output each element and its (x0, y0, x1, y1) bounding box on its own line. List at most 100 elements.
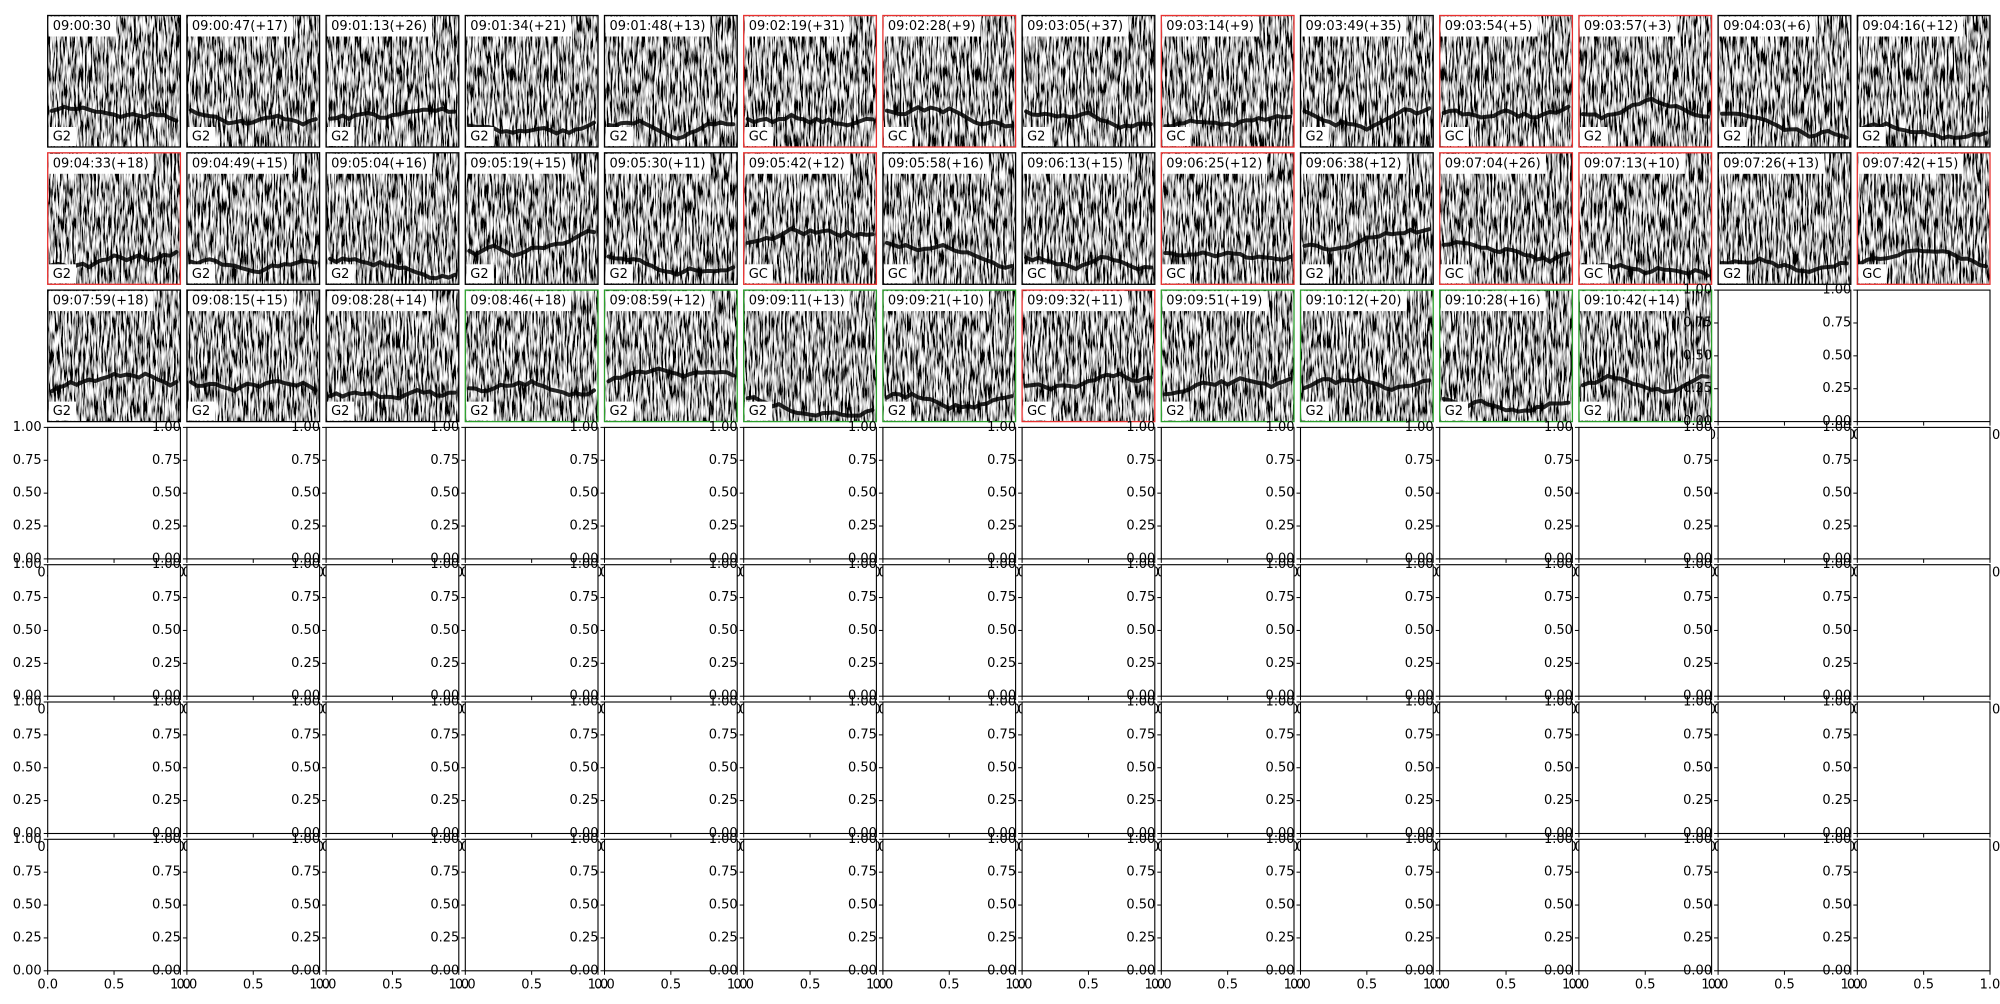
y-tick-label: 0.50 (291, 760, 320, 775)
y-tick-label: 1.00 (152, 557, 181, 572)
y-tick-label: 0.25 (1822, 381, 1851, 396)
spectrogram-image (326, 15, 459, 147)
y-tick-label: 0.00 (291, 826, 320, 841)
spectrogram-image (1578, 290, 1712, 422)
y-tick-label: 0.00 (1544, 689, 1573, 704)
label-box (605, 264, 633, 284)
y-tick-label: 1.00 (1544, 695, 1573, 710)
axes-background (1299, 564, 1434, 697)
x-tick-label: 0.5 (1913, 977, 1934, 992)
panel-title: 09:04:16(+12) (1862, 19, 1958, 34)
panel-label: G2 (192, 130, 210, 145)
x-tick-label: 0.0 (1429, 977, 1450, 992)
x-tick-label: 0.0 (594, 977, 615, 992)
panel-label: G2 (470, 267, 488, 282)
title-box (466, 16, 572, 37)
title-box (1579, 16, 1677, 37)
y-tick-label: 0.00 (1126, 826, 1155, 841)
spectrogram-image (47, 290, 181, 422)
y-tick-label: 0.00 (1683, 963, 1712, 978)
label-box (605, 127, 633, 146)
call-contour (606, 254, 736, 277)
title-box (1023, 291, 1129, 312)
y-tick-label: 0.00 (1683, 689, 1712, 704)
axes-background (464, 564, 599, 697)
spectrogram-panel: 09:03:49(+35) G2 (1299, 14, 1434, 148)
y-tick-label: 0.00 (1405, 826, 1434, 841)
title-box (1858, 16, 1964, 37)
y-tick-label: 0.75 (430, 453, 459, 468)
panel-label: GC (1166, 267, 1185, 282)
spectrogram-image (1300, 15, 1434, 147)
y-tick-label: 0.25 (13, 656, 42, 671)
y-tick-label: 1.00 (13, 557, 42, 572)
spectrogram-panel: 09:04:33(+18) G2 (47, 152, 182, 285)
y-tick-label: 0.50 (709, 898, 738, 913)
y-tick-label: 1.00 (848, 420, 877, 435)
empty-axes: 0.000.250.500.751.000.00.51.0 (1822, 420, 2000, 581)
y-tick-label: 0.50 (13, 898, 42, 913)
y-tick-label: 1.00 (709, 557, 738, 572)
panel-frame (47, 14, 182, 148)
y-tick-label: 0.00 (1544, 551, 1573, 566)
call-contour (606, 118, 736, 141)
x-tick-label: 1.0 (309, 977, 330, 992)
panel-label: G2 (192, 267, 210, 282)
y-tick-label: 0.50 (848, 623, 877, 638)
axes-background (47, 564, 181, 697)
x-tick-label: 0.0 (177, 977, 198, 992)
axes-background (1299, 838, 1434, 972)
panel-title: 09:09:51(+19) (1166, 294, 1262, 309)
y-tick-label: 1.00 (709, 420, 738, 435)
empty-axes: 0.000.250.500.751.000.00.51.0 (1544, 695, 1722, 856)
spectrogram-image (1439, 15, 1573, 147)
y-tick-label: 0.50 (1126, 760, 1155, 775)
y-tick-label: 0.50 (1544, 486, 1573, 501)
spectrogram-panel: 09:07:04(+26) GC (1439, 152, 1574, 285)
title-box (744, 16, 850, 37)
panel-label: GC (1166, 130, 1185, 145)
y-tick-label: 0.25 (1544, 519, 1573, 534)
x-tick-label: 1.0 (1284, 977, 1305, 992)
empty-axes: 0.000.250.500.751.000.00.51.0 (1822, 695, 2000, 856)
title-box (48, 291, 154, 312)
panel-frame (603, 152, 738, 285)
panel-label: G2 (1723, 267, 1741, 282)
x-tick-label: 0.0 (455, 977, 476, 992)
y-tick-label: 1.00 (291, 557, 320, 572)
panel-frame (1856, 152, 1991, 285)
spectrogram-panel: 09:02:28(+9) GC (882, 14, 1017, 148)
call-contour (49, 371, 179, 394)
panel-title: 09:10:42(+14) (1584, 294, 1680, 309)
panel-title: 09:03:05(+37) (1027, 19, 1123, 34)
title-box (327, 153, 433, 174)
call-contour (1024, 254, 1153, 272)
y-tick-label: 0.50 (1822, 898, 1851, 913)
y-tick-label: 1.00 (987, 695, 1016, 710)
y-tick-label: 0.50 (291, 623, 320, 638)
y-tick-label: 1.00 (152, 695, 181, 710)
y-tick-label: 1.00 (987, 420, 1016, 435)
label-box (1719, 264, 1747, 284)
label-box (466, 401, 494, 421)
x-tick-label: 0.0 (1847, 977, 1868, 992)
panel-title: 09:01:13(+26) (331, 19, 427, 34)
panel-title: 09:03:57(+3) (1584, 19, 1672, 34)
axes-background (325, 701, 460, 835)
y-tick-label: 1.00 (709, 832, 738, 847)
y-tick-label: 0.25 (570, 930, 599, 945)
y-tick-label: 1.00 (987, 557, 1016, 572)
panel-title: 09:03:14(+9) (1166, 19, 1254, 34)
y-tick-label: 0.25 (1405, 793, 1434, 808)
x-tick-label: 1.0 (448, 977, 469, 992)
y-tick-label: 0.25 (152, 519, 181, 534)
panel-frame (464, 289, 599, 423)
y-tick-label: 0.25 (848, 519, 877, 534)
label-box (1440, 264, 1469, 284)
y-tick-label: 0.00 (848, 689, 877, 704)
y-tick-label: 0.50 (987, 760, 1016, 775)
label-box (744, 127, 773, 146)
title-box (1301, 291, 1407, 312)
y-tick-label: 0.00 (987, 826, 1016, 841)
